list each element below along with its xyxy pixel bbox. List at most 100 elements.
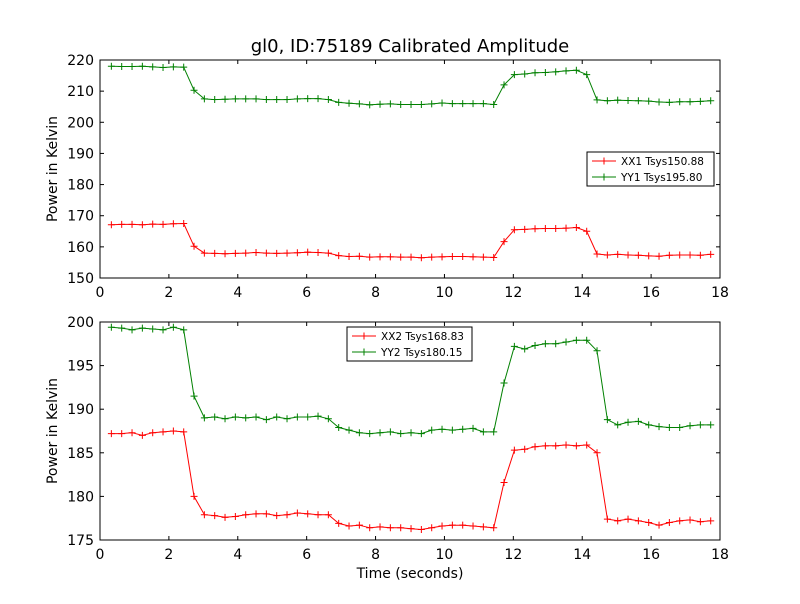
x-tick-label: 14	[573, 547, 591, 563]
data-point	[190, 242, 198, 250]
data-point	[180, 63, 188, 71]
bottom-subplot: 0 2 4 6 8 10 12 14 16 18 175 180 185 190 195 200 Power i…	[45, 315, 729, 582]
x-tick-label: 14	[573, 285, 591, 301]
data-point	[665, 251, 673, 259]
data-point	[190, 392, 198, 400]
data-point	[531, 69, 539, 77]
data-point	[572, 442, 580, 450]
data-point	[335, 519, 343, 527]
data-point	[407, 525, 415, 533]
data-point	[676, 424, 684, 432]
data-point	[231, 249, 239, 257]
data-point	[510, 71, 518, 79]
y-tick-label: 200	[67, 315, 94, 331]
data-point	[469, 522, 477, 530]
legend-entry: XX2 Tsys168.83	[352, 331, 464, 343]
data-point	[531, 443, 539, 451]
data-point	[345, 426, 353, 434]
data-point	[541, 340, 549, 348]
data-point	[459, 521, 467, 529]
x-tick-label: 12	[504, 547, 522, 563]
data-point	[231, 95, 239, 103]
y-tick-label: 190	[67, 146, 94, 162]
data-point	[707, 421, 715, 429]
data-point	[221, 415, 229, 423]
data-point	[634, 251, 642, 259]
data-point	[562, 338, 570, 346]
data-point	[417, 526, 425, 534]
data-point	[624, 96, 632, 104]
y-tick-label: 200	[67, 115, 94, 131]
data-point	[521, 445, 529, 453]
data-point	[417, 254, 425, 262]
data-point	[696, 421, 704, 429]
data-point	[242, 95, 250, 103]
data-point	[665, 519, 673, 527]
data-point	[655, 98, 663, 106]
x-tick-label: 18	[711, 285, 729, 301]
data-point	[273, 249, 281, 257]
data-point	[169, 220, 177, 228]
data-point	[593, 449, 601, 457]
data-point	[273, 512, 281, 520]
y-axis-label: Power in Kelvin	[45, 378, 61, 484]
y-axis-label: Power in Kelvin	[45, 116, 61, 222]
data-point	[645, 519, 653, 527]
legend: XX2 Tsys168.83 YY2 Tsys180.15	[346, 326, 473, 362]
data-point	[107, 62, 115, 70]
data-point	[262, 416, 270, 424]
data-point	[552, 340, 560, 348]
data-point	[676, 251, 684, 259]
data-point	[118, 430, 126, 438]
data-point	[676, 98, 684, 106]
data-point	[128, 220, 136, 228]
data-point	[428, 426, 436, 434]
legend-marker	[360, 348, 368, 356]
top-subplot: 0 2 4 6 8 10 12 14 16 18 150 160 170 180 190 200 210 220 P…	[45, 53, 729, 301]
data-point	[490, 101, 498, 109]
y-tick-label: 220	[67, 53, 94, 69]
data-point	[448, 521, 456, 529]
data-point	[583, 441, 591, 449]
data-point	[262, 96, 270, 104]
legend-marker	[360, 332, 368, 340]
data-point	[345, 253, 353, 261]
legend-label: XX1 Tsys150.88	[621, 156, 704, 168]
data-point	[211, 413, 219, 421]
data-point	[283, 415, 291, 423]
data-point	[376, 253, 384, 261]
series-1-2	[107, 62, 715, 109]
data-point	[211, 512, 219, 520]
y-tick-label: 180	[67, 489, 94, 505]
data-point	[376, 100, 384, 108]
data-point	[304, 510, 312, 518]
data-point	[386, 524, 394, 532]
data-point	[324, 96, 332, 104]
data-point	[614, 250, 622, 258]
data-point	[180, 326, 188, 334]
data-point	[366, 524, 374, 532]
data-point	[479, 100, 487, 108]
data-point	[345, 522, 353, 530]
data-point	[252, 248, 260, 256]
legend-label: XX2 Tsys168.83	[381, 331, 464, 343]
data-point	[438, 425, 446, 433]
data-point	[386, 100, 394, 108]
data-point	[397, 253, 405, 261]
data-point	[603, 97, 611, 105]
data-point	[459, 100, 467, 108]
data-point	[479, 523, 487, 531]
data-point	[128, 63, 136, 71]
data-point	[200, 511, 208, 519]
data-point	[583, 336, 591, 344]
data-point	[707, 97, 715, 105]
data-point	[583, 71, 591, 79]
data-point	[221, 250, 229, 258]
data-point	[314, 511, 322, 519]
data-point	[107, 323, 115, 331]
data-point	[469, 100, 477, 108]
data-point	[469, 424, 477, 432]
data-point	[686, 98, 694, 106]
data-point	[200, 414, 208, 422]
